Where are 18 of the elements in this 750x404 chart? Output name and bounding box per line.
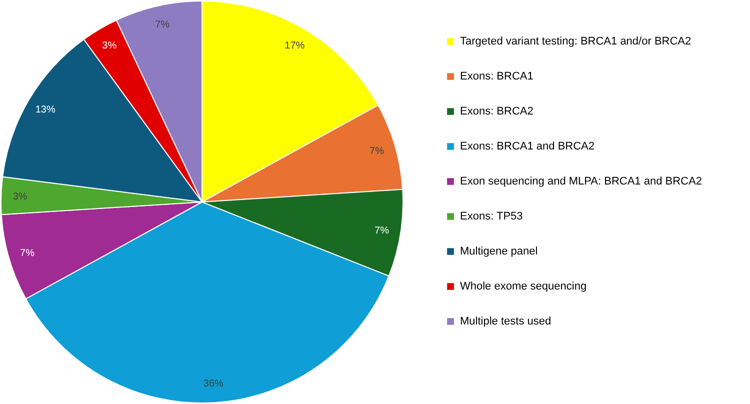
data-label: 17% (284, 40, 305, 52)
legend-label: Exon sequencing and MLPA: BRCA1 and BRCA2 (460, 176, 702, 188)
data-label: 7% (20, 248, 35, 259)
legend-label: Whole exome sequencing (460, 280, 587, 292)
data-label: 7% (370, 146, 384, 158)
data-label: 3% (102, 40, 117, 52)
data-label: 13% (35, 104, 56, 116)
legend-label: Exons: TP53 (460, 210, 523, 222)
legend-label: Exons: BRCA1 and BRCA2 (460, 140, 595, 152)
data-label: 7% (374, 225, 390, 236)
data-label: 7% (155, 19, 170, 30)
data-label: 3% (12, 191, 28, 202)
legend-label: Exons: BRCA1 (460, 70, 534, 82)
legend-label: Multigene panel (460, 246, 538, 258)
legend-label: Exons: BRCA2 (460, 106, 534, 118)
data-label: 36% (203, 378, 224, 390)
legend-label: Targeted variant testing: BRCA1 and/or BRCA2 (460, 36, 692, 48)
legend-label: Multiple tests used (460, 316, 552, 328)
